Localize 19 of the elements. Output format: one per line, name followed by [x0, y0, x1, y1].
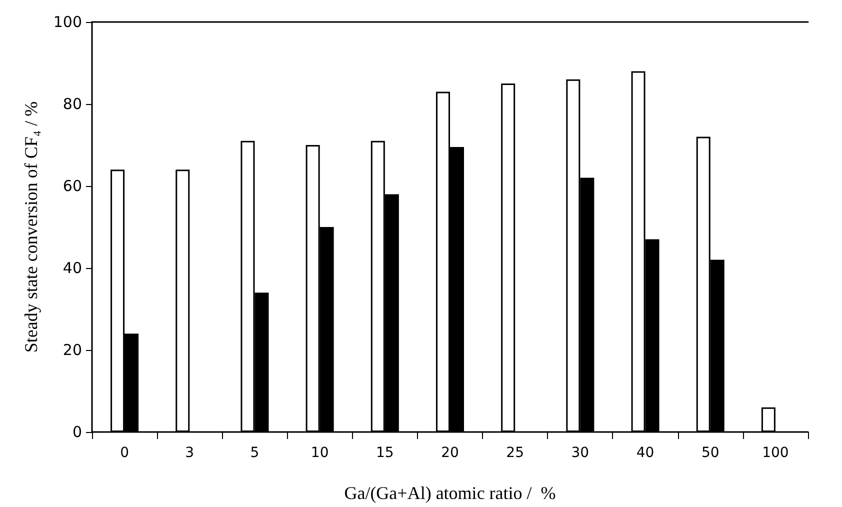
x-tick-label: 20	[441, 445, 459, 461]
x-tick-label: 3	[185, 445, 194, 461]
x-tick-label: 15	[376, 445, 394, 461]
x-tick-label: 10	[310, 445, 329, 461]
y-tick-label: 0	[72, 423, 82, 441]
x-axis-title: Ga/(Ga+Al) atomic ratio / %	[344, 483, 556, 503]
x-tick-label: 50	[701, 445, 720, 461]
x-tick-label: 25	[506, 445, 524, 461]
y-tick-label: 20	[62, 341, 82, 359]
y-tick-label: 100	[53, 13, 82, 31]
x-tick-label: 40	[636, 445, 654, 461]
y-tick-label: 60	[62, 177, 82, 195]
y-tick-label: 40	[62, 259, 82, 277]
x-tick-label: 0	[120, 445, 130, 461]
x-tick-label: 30	[571, 445, 590, 461]
y-tick-label: 80	[62, 95, 82, 113]
x-tick-label: 5	[250, 445, 260, 461]
y-axis-title: Steady state conversion of CF₄ / %	[21, 101, 41, 353]
x-tick-label: 100	[762, 445, 789, 461]
